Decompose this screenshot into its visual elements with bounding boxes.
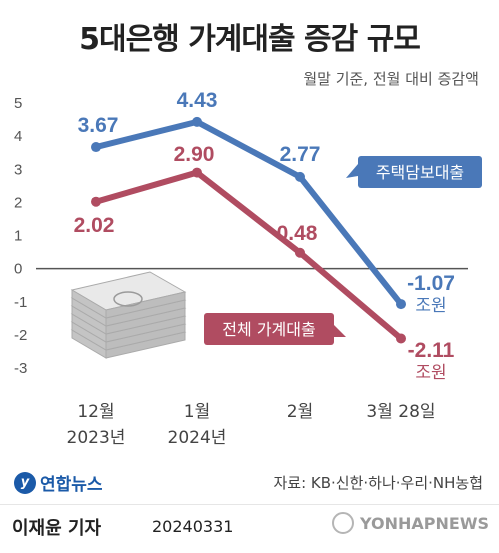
- badge-pointer: [334, 325, 346, 337]
- data-point: [91, 142, 101, 153]
- data-point: [192, 116, 202, 127]
- series-badge-label: 주택담보대출: [376, 163, 464, 182]
- x-tick-label: 12월: [77, 402, 114, 422]
- badge-pointer: [346, 164, 358, 178]
- money-stack-icon: [70, 271, 187, 359]
- data-point: [91, 196, 101, 207]
- series-line: [93, 169, 404, 342]
- series-badge: [358, 156, 482, 188]
- watermark: YONHAPNEWS: [332, 512, 489, 534]
- y-tick-label: 0: [14, 261, 22, 278]
- y-tick-label: 3: [14, 161, 22, 178]
- chart-title: 5대은행 가계대출 증감 규모: [79, 22, 421, 57]
- yonhap-logo-text: 연합뉴스: [40, 475, 103, 495]
- series-badge: [204, 313, 334, 345]
- data-point: [295, 171, 305, 182]
- x-tick-label: 2024년: [168, 428, 227, 448]
- unit-label: 조원: [415, 363, 446, 383]
- x-tick-label: 1월: [184, 402, 210, 422]
- series-line: [93, 118, 404, 308]
- yonhap-logo: y 연합뉴스: [14, 470, 103, 495]
- data-label: 2.77: [280, 143, 321, 166]
- watermark-text: YONHAPNEWS: [360, 513, 489, 533]
- x-tick-label: 2월: [287, 402, 313, 422]
- yonhap-watermark-icon: [332, 512, 354, 534]
- data-label: -1.07: [407, 272, 455, 295]
- y-tick-label: -2: [14, 327, 27, 344]
- line-chart: 5 4 3 2 1 0 -1 -2 -3 12월 2023년 1월 2024년 2월 3월 28일 3.67 4…: [14, 89, 482, 448]
- credit-bar: [0, 504, 499, 553]
- data-label: -2.11: [408, 339, 455, 362]
- y-tick-label: 5: [14, 95, 22, 112]
- y-tick-label: 1: [14, 228, 22, 245]
- unit-label: 조원: [415, 296, 446, 316]
- data-point: [295, 247, 305, 258]
- x-tick-label: 2023년: [67, 428, 126, 448]
- data-point: [192, 167, 202, 178]
- series-badge-label: 전체 가계대출: [222, 320, 315, 339]
- y-tick-label: -3: [14, 360, 27, 377]
- data-label: 4.43: [177, 89, 218, 112]
- source-note: 자료: KB·신한·하나·우리·NH농협: [273, 474, 483, 492]
- author-name: 이재윤 기자: [12, 518, 102, 539]
- data-point: [396, 333, 406, 344]
- chart-subtitle: 월말 기준, 전월 대비 증감액: [303, 70, 479, 88]
- y-tick-label: -1: [14, 294, 27, 311]
- data-label: 2.02: [74, 214, 115, 237]
- data-point: [396, 299, 406, 310]
- data-label: 3.67: [78, 114, 119, 137]
- chart-card: 5대은행 가계대출 증감 규모 월말 기준, 전월 대비 증감액 5 4 3 2 1 0 -…: [14, 22, 483, 495]
- publish-date: 20240331: [152, 517, 234, 536]
- data-label: 2.90: [174, 143, 215, 166]
- x-tick-label: 3월 28일: [366, 402, 435, 422]
- yonhap-logo-icon: y: [14, 471, 36, 494]
- data-label: 0.48: [277, 222, 318, 245]
- y-tick-label: 2: [14, 194, 22, 211]
- y-tick-label: 4: [14, 128, 22, 145]
